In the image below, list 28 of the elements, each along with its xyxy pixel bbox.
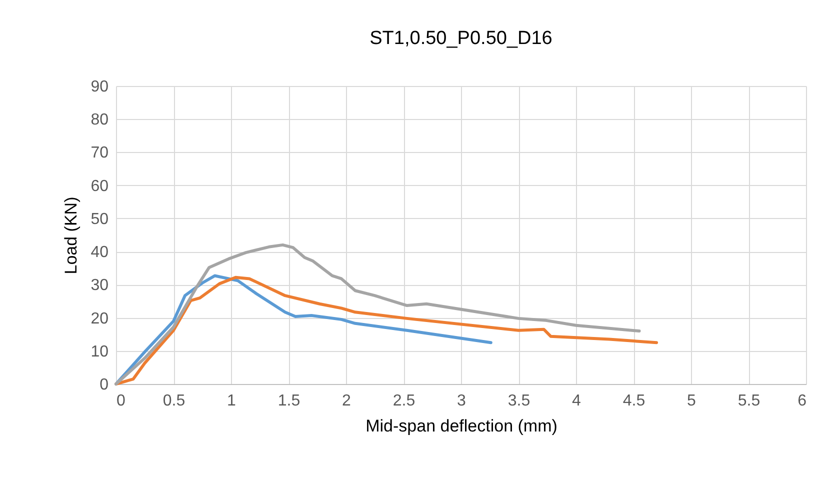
x-tick-label: 2 [342,392,352,410]
x-axis-title: Mid-span deflection (mm) [366,416,558,436]
x-tick-label: 3.5 [508,392,530,410]
x-tick-label: 5 [687,392,696,410]
x-tick-label: 3 [457,392,466,410]
y-tick-label: 20 [90,310,109,328]
line-series [114,243,641,386]
x-tick-label: 4 [572,392,582,410]
x-tick-label: 2.5 [392,392,416,410]
y-tick-label: 50 [90,210,109,228]
y-tick-label: 70 [90,144,109,162]
x-tick-label: 1.5 [278,392,300,410]
x-tick-label: 4.5 [622,392,646,410]
x-tick-label: 0 [116,392,126,410]
y-tick-label: 80 [90,112,109,129]
y-tick-label: 10 [90,343,109,360]
y-tick-label: 90 [90,78,109,96]
y-tick-label: 30 [90,277,109,294]
chart-title: ST1,0.50_P0.50_D16 [370,28,552,49]
y-tick-label: 60 [90,178,109,195]
x-tick-label: 0.5 [162,392,186,410]
x-tick-label: 5.5 [738,392,760,410]
y-axis-title: Load (KN) [62,196,81,274]
y-tick-label: 40 [90,244,109,262]
x-tick-label: 1 [227,392,236,410]
x-tick-label: 6 [798,392,807,410]
y-tick-label: 0 [100,376,109,394]
line-series [114,276,658,386]
